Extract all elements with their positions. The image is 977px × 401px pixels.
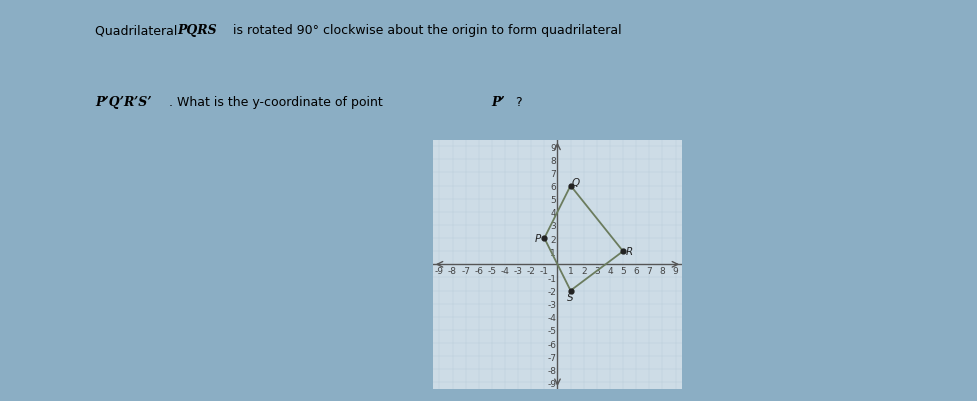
Text: R: R (625, 247, 632, 257)
Text: P’: P’ (490, 96, 504, 109)
Text: is rotated 90° clockwise about the origin to form quadrilateral: is rotated 90° clockwise about the origi… (229, 24, 620, 37)
Text: PQRS: PQRS (177, 24, 217, 37)
Text: Q: Q (572, 177, 579, 187)
Text: P’Q’R’S’: P’Q’R’S’ (96, 96, 151, 109)
Text: S: S (567, 292, 573, 302)
Text: P: P (534, 233, 540, 243)
Text: . What is the y-coordinate of point: . What is the y-coordinate of point (168, 96, 386, 109)
Text: Quadrilateral: Quadrilateral (96, 24, 182, 37)
Text: ?: ? (515, 96, 522, 109)
